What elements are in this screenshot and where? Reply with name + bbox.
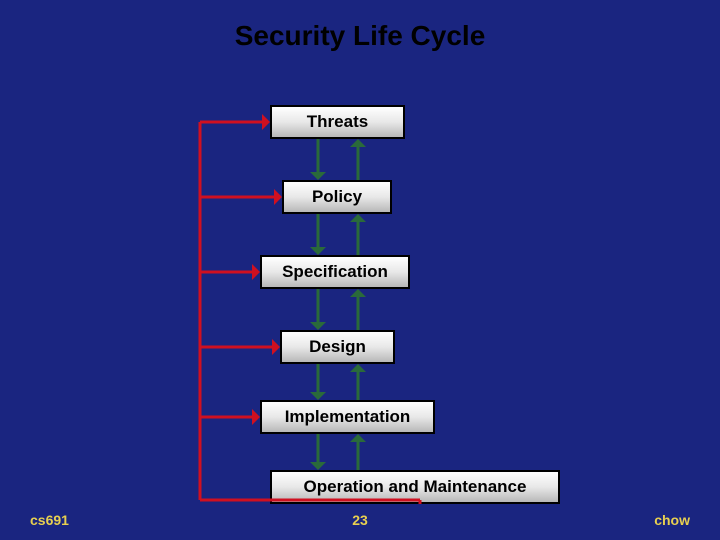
box-operation: Operation and Maintenance: [270, 470, 560, 504]
box-label-policy: Policy: [312, 187, 362, 207]
box-label-operation: Operation and Maintenance: [304, 477, 527, 497]
footer-right: chow: [654, 512, 690, 528]
box-label-threats: Threats: [307, 112, 368, 132]
footer-page: 23: [0, 512, 720, 528]
box-label-specification: Specification: [282, 262, 388, 282]
box-design: Design: [280, 330, 395, 364]
box-policy: Policy: [282, 180, 392, 214]
box-implementation: Implementation: [260, 400, 435, 434]
box-threats: Threats: [270, 105, 405, 139]
box-specification: Specification: [260, 255, 410, 289]
box-label-design: Design: [309, 337, 366, 357]
box-label-implementation: Implementation: [285, 407, 411, 427]
slide-title: Security Life Cycle: [0, 20, 720, 52]
